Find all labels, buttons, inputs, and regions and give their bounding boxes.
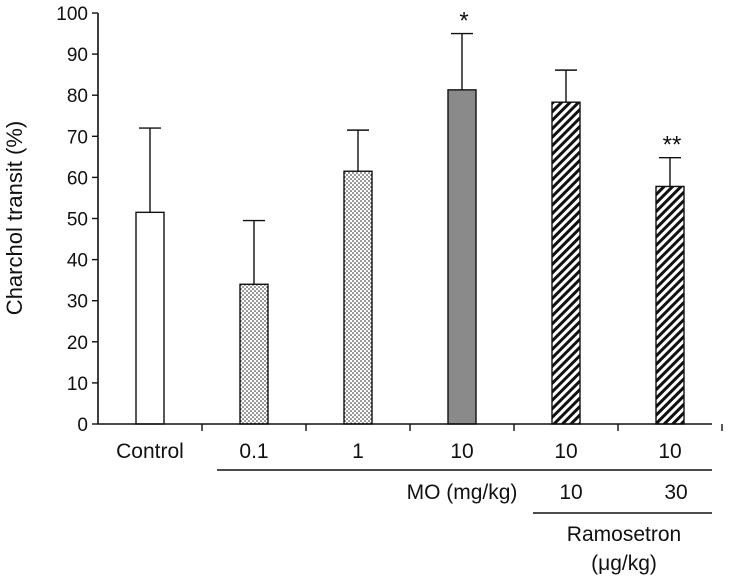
x-axis: Control 0.1 1 10 10 10 bbox=[98, 423, 723, 463]
y-tick-label-40: 40 bbox=[67, 251, 88, 272]
y-axis: 0 10 20 30 40 50 60 70 80 90 100 bbox=[56, 4, 99, 436]
x-category-label-4: 10 bbox=[554, 440, 577, 463]
bars: *** bbox=[135, 8, 685, 425]
ramosetron-dose-10: 10 bbox=[559, 481, 582, 504]
significance-label-3: * bbox=[459, 8, 468, 35]
x-category-label-1: 0.1 bbox=[239, 440, 268, 463]
bar-0 bbox=[135, 211, 165, 425]
x-category-label-3: 10 bbox=[450, 440, 473, 463]
y-tick-label-100: 100 bbox=[56, 4, 88, 25]
y-tick-label-10: 10 bbox=[67, 374, 88, 395]
significance-label-5: ** bbox=[663, 132, 682, 159]
x-category-label-5: 10 bbox=[658, 440, 681, 463]
ramosetron-unit: (μg/kg) bbox=[591, 552, 657, 575]
y-tick-label-90: 90 bbox=[67, 45, 88, 66]
mo-label: MO (mg/kg) bbox=[407, 481, 518, 504]
y-axis-label: Charchol transit (%) bbox=[2, 121, 27, 315]
y-tick-label-80: 80 bbox=[67, 86, 88, 107]
bar-3 bbox=[447, 89, 477, 425]
bar-2 bbox=[343, 170, 373, 425]
y-tick-label-0: 0 bbox=[77, 415, 88, 436]
x-category-label-0: Control bbox=[116, 440, 184, 463]
y-tick-label-50: 50 bbox=[67, 210, 88, 231]
x-category-label-2: 1 bbox=[352, 440, 364, 463]
bar-4 bbox=[551, 101, 581, 425]
y-tick-label-70: 70 bbox=[67, 127, 88, 148]
y-tick-label-30: 30 bbox=[67, 292, 88, 313]
y-tick-label-60: 60 bbox=[67, 168, 88, 189]
bar-5 bbox=[655, 185, 685, 425]
ramosetron-dose-30: 30 bbox=[664, 481, 687, 504]
bar-1 bbox=[239, 283, 269, 425]
y-tick-label-20: 20 bbox=[67, 333, 88, 354]
ramosetron-label: Ramosetron bbox=[567, 523, 681, 546]
